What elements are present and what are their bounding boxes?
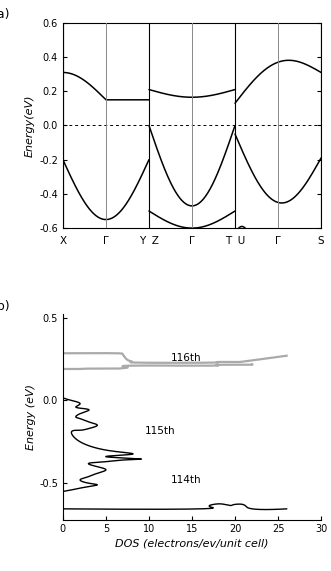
Y-axis label: Energy(eV): Energy(eV) — [25, 94, 35, 156]
Text: 114th: 114th — [170, 475, 201, 485]
Text: (b): (b) — [0, 300, 11, 313]
X-axis label: DOS (electrons/ev/unit cell): DOS (electrons/ev/unit cell) — [115, 538, 269, 549]
Text: (a): (a) — [0, 9, 11, 22]
Y-axis label: Energy (eV): Energy (eV) — [26, 384, 36, 450]
Text: 116th: 116th — [170, 353, 201, 363]
Text: 115th: 115th — [145, 425, 175, 436]
